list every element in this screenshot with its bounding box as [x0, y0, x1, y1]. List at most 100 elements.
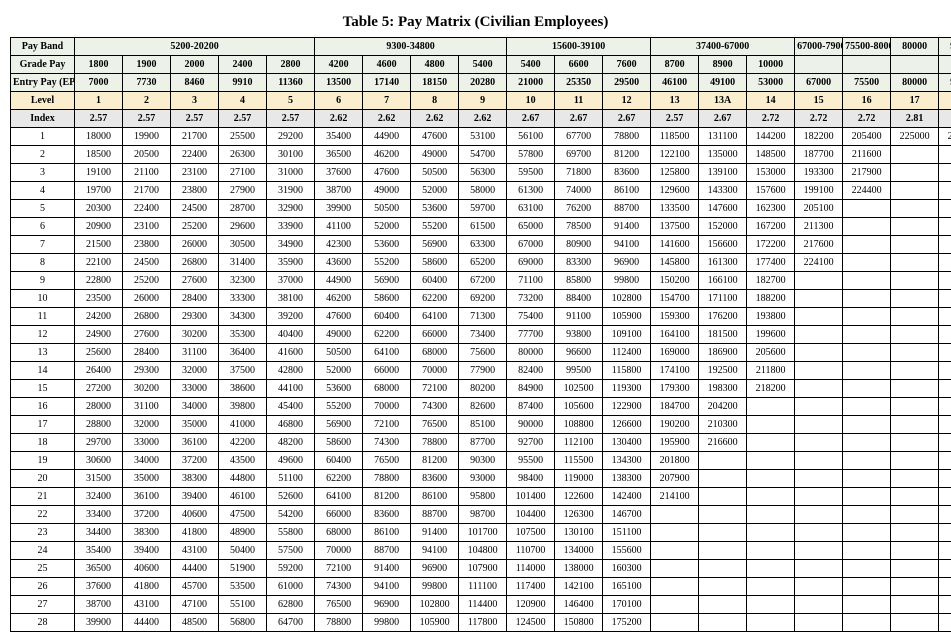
gradepay-cell: 2800 [267, 56, 315, 74]
pay-cell [651, 542, 699, 560]
gradepay-cell: 4200 [315, 56, 363, 74]
pay-cell: 74300 [315, 578, 363, 596]
pay-cell: 20300 [75, 200, 123, 218]
pay-cell [843, 578, 891, 596]
pay-cell: 39400 [171, 488, 219, 506]
pay-cell: 162300 [747, 200, 795, 218]
pay-cell: 25500 [219, 128, 267, 146]
pay-cell: 86100 [603, 182, 651, 200]
pay-cell: 63100 [507, 200, 555, 218]
pay-cell [843, 290, 891, 308]
pay-cell: 141600 [651, 236, 699, 254]
pay-cell: 28400 [123, 344, 171, 362]
pay-cell: 120900 [507, 596, 555, 614]
pay-cell: 102800 [411, 596, 459, 614]
pay-cell [843, 416, 891, 434]
index-cell: 2.57 [123, 110, 171, 128]
pay-cell [747, 506, 795, 524]
pay-cell: 59200 [267, 560, 315, 578]
pay-cell [939, 470, 951, 488]
pay-cell: 61300 [507, 182, 555, 200]
pay-cell: 31900 [267, 182, 315, 200]
pay-cell: 62200 [363, 326, 411, 344]
pay-cell: 211800 [747, 362, 795, 380]
entrypay-cell: 53000 [747, 74, 795, 92]
pay-cell [747, 452, 795, 470]
pay-cell: 51100 [267, 470, 315, 488]
pay-cell: 214100 [651, 488, 699, 506]
index-cell: 2.62 [363, 110, 411, 128]
pay-cell [891, 452, 939, 470]
pay-cell: 21500 [75, 236, 123, 254]
pay-cell: 38700 [315, 182, 363, 200]
pay-cell: 26300 [219, 146, 267, 164]
pay-cell: 98700 [459, 506, 507, 524]
table-row: 4197002170023800279003190038700490005200… [11, 182, 951, 200]
pay-cell: 18000 [75, 128, 123, 146]
pay-cell: 37600 [315, 164, 363, 182]
pay-cell: 35300 [219, 326, 267, 344]
pay-cell: 86100 [363, 524, 411, 542]
pay-cell [843, 362, 891, 380]
table-row: 6209002310025200296003390041100520005520… [11, 218, 951, 236]
pay-cell: 95500 [507, 452, 555, 470]
pay-cell [939, 506, 951, 524]
pay-cell: 64100 [363, 344, 411, 362]
pay-cell: 78800 [315, 614, 363, 632]
pay-cell: 91400 [363, 560, 411, 578]
pay-cell [843, 380, 891, 398]
pay-cell: 52000 [315, 362, 363, 380]
pay-cell: 216600 [699, 434, 747, 452]
pay-cell: 68000 [363, 380, 411, 398]
pay-cell: 24900 [75, 326, 123, 344]
pay-cell [891, 254, 939, 272]
pay-cell: 129600 [651, 182, 699, 200]
pay-cell [651, 614, 699, 632]
pay-cell [891, 344, 939, 362]
pay-cell: 142100 [555, 578, 603, 596]
pay-cell [939, 182, 951, 200]
pay-cell [699, 542, 747, 560]
pay-cell: 69700 [555, 146, 603, 164]
pay-cell: 133500 [651, 200, 699, 218]
pay-cell: 47600 [411, 128, 459, 146]
pay-cell: 53500 [219, 578, 267, 596]
row-index: 7 [11, 236, 75, 254]
pay-cell: 45400 [267, 398, 315, 416]
row-index: 3 [11, 164, 75, 182]
gradepay-cell [939, 56, 951, 74]
pay-cell: 217600 [795, 236, 843, 254]
pay-cell: 58600 [363, 290, 411, 308]
index-cell: 2.67 [555, 110, 603, 128]
pay-cell: 76500 [363, 452, 411, 470]
entrypay-cell: 7000 [75, 74, 123, 92]
pay-cell: 81200 [363, 488, 411, 506]
pay-cell: 41000 [219, 416, 267, 434]
pay-cell: 60400 [315, 452, 363, 470]
pay-cell [843, 488, 891, 506]
pay-cell: 92700 [507, 434, 555, 452]
pay-cell: 157600 [747, 182, 795, 200]
row-index: 4 [11, 182, 75, 200]
pay-cell: 192500 [699, 362, 747, 380]
pay-cell: 33400 [75, 506, 123, 524]
pay-cell: 119000 [555, 470, 603, 488]
pay-cell [891, 290, 939, 308]
gradepay-cell: 2400 [219, 56, 267, 74]
pay-cell [747, 578, 795, 596]
row-index: 10 [11, 290, 75, 308]
pay-cell [843, 614, 891, 632]
pay-cell: 193300 [795, 164, 843, 182]
pay-cell: 56900 [363, 272, 411, 290]
table-row: 1426400293003200037500428005200066000700… [11, 362, 951, 380]
pay-cell [747, 614, 795, 632]
pay-cell [795, 308, 843, 326]
pay-cell [939, 272, 951, 290]
pay-cell: 193800 [747, 308, 795, 326]
row-index: 8 [11, 254, 75, 272]
pay-cell: 19700 [75, 182, 123, 200]
pay-cell [651, 524, 699, 542]
pay-cell: 112100 [555, 434, 603, 452]
pay-cell [843, 470, 891, 488]
pay-cell [843, 272, 891, 290]
